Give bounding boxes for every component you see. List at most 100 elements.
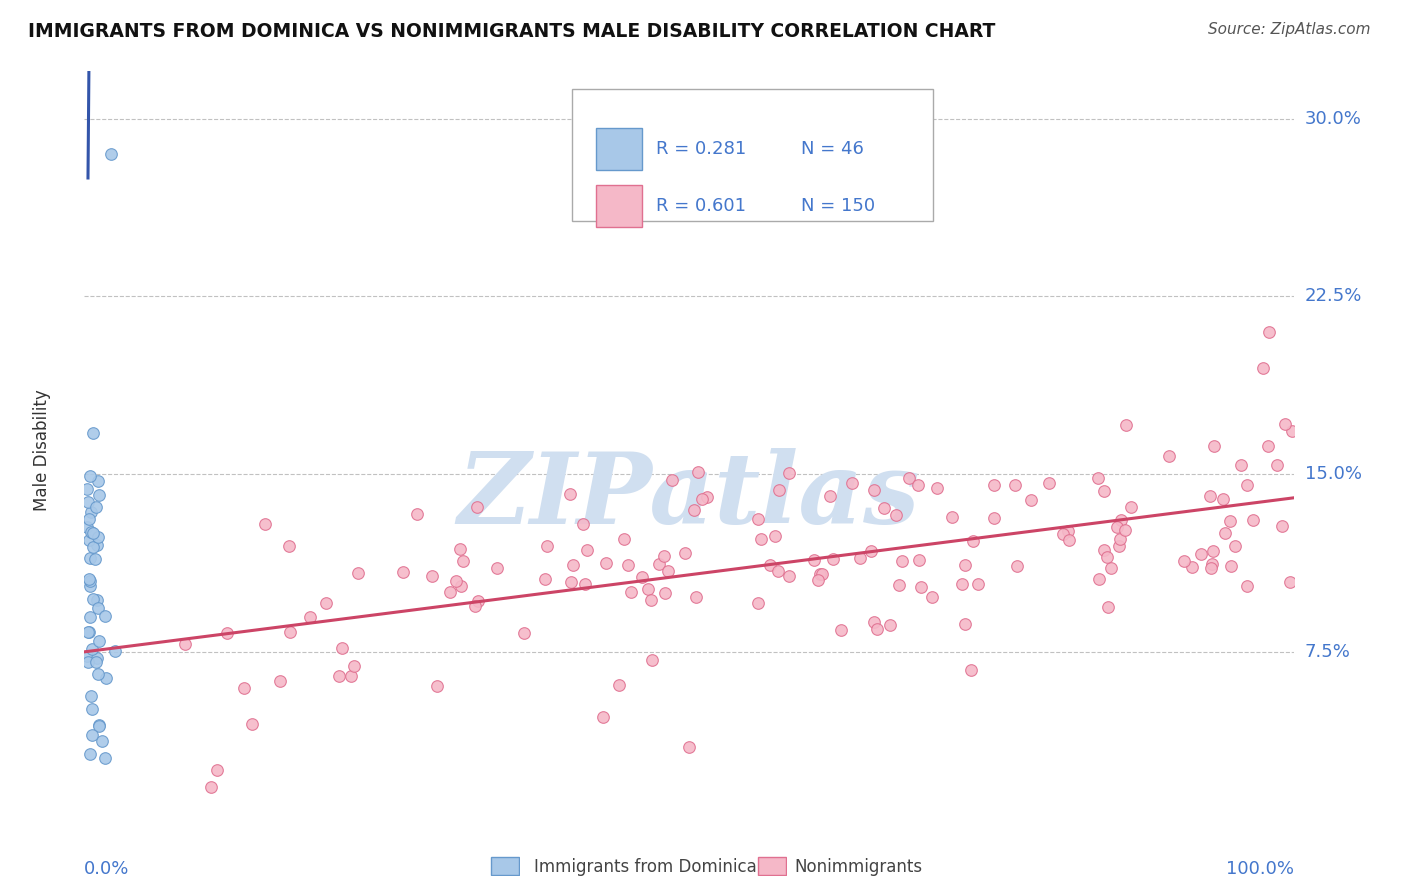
Text: ZIPatlas: ZIPatlas bbox=[458, 448, 920, 544]
Point bbox=[1258, 325, 1281, 339]
Point bbox=[79, 469, 101, 483]
Point bbox=[686, 465, 709, 479]
Point bbox=[966, 577, 988, 591]
Point bbox=[808, 567, 831, 582]
Text: R = 0.601: R = 0.601 bbox=[657, 196, 747, 215]
Point bbox=[879, 618, 901, 632]
Point bbox=[859, 544, 882, 558]
Point bbox=[80, 689, 103, 703]
Point bbox=[87, 667, 110, 681]
Point bbox=[778, 466, 800, 480]
Point bbox=[620, 584, 643, 599]
Point bbox=[1099, 560, 1122, 574]
Point bbox=[821, 551, 844, 566]
Point bbox=[93, 609, 115, 624]
Point bbox=[953, 616, 976, 631]
Point bbox=[420, 569, 443, 583]
Point bbox=[617, 558, 640, 572]
Point bbox=[560, 574, 582, 589]
Point bbox=[86, 538, 108, 552]
Point bbox=[950, 577, 973, 591]
FancyBboxPatch shape bbox=[596, 128, 641, 170]
Point bbox=[810, 566, 832, 581]
Point bbox=[200, 780, 222, 794]
Point bbox=[87, 531, 110, 545]
Point bbox=[207, 764, 229, 778]
Point bbox=[451, 553, 474, 567]
Point bbox=[654, 586, 676, 600]
Point bbox=[862, 615, 884, 630]
Point bbox=[77, 572, 100, 586]
Point bbox=[1087, 572, 1109, 586]
Point bbox=[77, 655, 100, 669]
Point bbox=[927, 481, 949, 495]
Point bbox=[830, 624, 852, 638]
Point bbox=[640, 593, 662, 607]
Text: Nonimmigrants: Nonimmigrants bbox=[794, 858, 922, 876]
Point bbox=[1097, 549, 1119, 564]
Point bbox=[889, 578, 911, 592]
Text: R = 0.281: R = 0.281 bbox=[657, 140, 747, 158]
Point bbox=[1274, 417, 1296, 431]
Point bbox=[652, 549, 675, 564]
Point bbox=[82, 702, 104, 716]
Point bbox=[80, 525, 103, 540]
Point bbox=[94, 672, 117, 686]
Point bbox=[77, 511, 100, 525]
Point bbox=[637, 582, 659, 597]
Point bbox=[1052, 526, 1074, 541]
Point bbox=[661, 473, 683, 487]
Point bbox=[1257, 439, 1279, 453]
Point bbox=[240, 716, 263, 731]
Point bbox=[891, 554, 914, 568]
Point bbox=[962, 534, 984, 549]
Point bbox=[79, 747, 101, 761]
Point bbox=[1253, 360, 1275, 375]
Text: N = 150: N = 150 bbox=[801, 196, 876, 215]
Point bbox=[86, 651, 108, 665]
Point bbox=[747, 596, 769, 610]
Point bbox=[1087, 471, 1109, 485]
Point bbox=[76, 649, 98, 664]
Point bbox=[1005, 558, 1028, 573]
Point bbox=[1114, 523, 1136, 537]
Point bbox=[1229, 458, 1251, 472]
Point bbox=[953, 558, 976, 573]
Point bbox=[449, 541, 471, 556]
Point bbox=[1236, 478, 1258, 492]
Point bbox=[841, 475, 863, 490]
Point bbox=[1021, 493, 1043, 508]
Point bbox=[657, 564, 679, 578]
Point bbox=[87, 474, 110, 488]
Point bbox=[328, 669, 350, 683]
Point bbox=[89, 717, 111, 731]
Point bbox=[690, 492, 713, 507]
Point bbox=[1092, 484, 1115, 499]
Point bbox=[747, 512, 769, 526]
Point bbox=[1219, 514, 1241, 528]
Point bbox=[79, 574, 101, 588]
Point bbox=[87, 634, 110, 648]
Point bbox=[82, 526, 104, 541]
Text: Male Disability: Male Disability bbox=[32, 390, 51, 511]
Point bbox=[595, 556, 617, 570]
Point bbox=[696, 491, 718, 505]
Point bbox=[215, 626, 238, 640]
Point bbox=[343, 658, 366, 673]
Point bbox=[959, 663, 981, 677]
Point bbox=[807, 573, 830, 587]
Point bbox=[76, 520, 98, 534]
Point bbox=[803, 553, 825, 567]
Point bbox=[1119, 500, 1142, 515]
Point bbox=[910, 581, 932, 595]
Point bbox=[907, 478, 929, 492]
Point bbox=[1157, 449, 1180, 463]
Point bbox=[561, 558, 583, 572]
Point bbox=[1213, 526, 1236, 541]
Point bbox=[849, 550, 872, 565]
Point bbox=[1212, 492, 1234, 507]
Point bbox=[685, 590, 707, 604]
Point bbox=[82, 425, 104, 440]
Point bbox=[104, 644, 127, 658]
Point bbox=[79, 578, 101, 592]
